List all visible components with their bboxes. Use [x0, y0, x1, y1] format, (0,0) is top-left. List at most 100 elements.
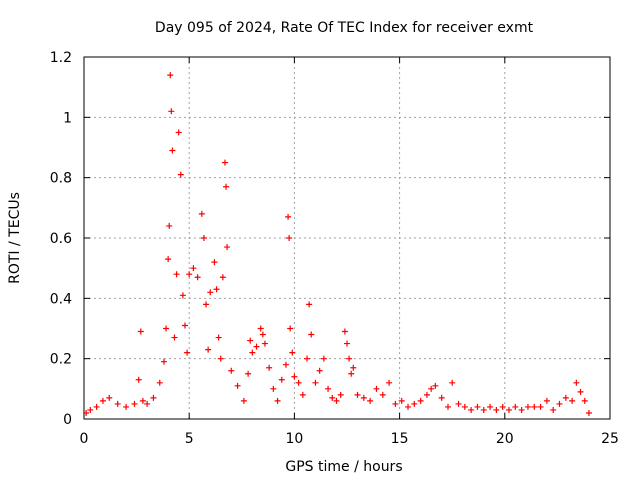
- data-point: [304, 355, 311, 362]
- data-point: [308, 331, 315, 338]
- data-point: [543, 397, 550, 404]
- data-point: [291, 373, 298, 380]
- data-point: [144, 400, 151, 407]
- data-point: [438, 394, 445, 401]
- data-point: [423, 391, 430, 398]
- x-tick-label: 20: [496, 431, 514, 447]
- data-point: [398, 397, 405, 404]
- x-tick-label: 0: [80, 431, 89, 447]
- data-point: [278, 376, 285, 383]
- y-tick-label: 0.2: [50, 352, 72, 368]
- data-point: [198, 210, 205, 217]
- data-point: [253, 343, 260, 350]
- data-point: [259, 331, 266, 338]
- data-point: [282, 361, 289, 368]
- data-point: [392, 400, 399, 407]
- data-point: [215, 334, 222, 341]
- data-point: [168, 108, 175, 115]
- data-point: [200, 235, 207, 241]
- data-point: [261, 340, 268, 347]
- data-point: [493, 406, 500, 413]
- data-point: [354, 391, 361, 398]
- data-point: [581, 397, 588, 404]
- data-point: [461, 403, 468, 410]
- data-point: [247, 337, 254, 344]
- data-point: [499, 403, 506, 410]
- y-tick-label: 0.4: [50, 291, 72, 307]
- data-point: [337, 391, 344, 398]
- x-tick-label: 5: [185, 431, 194, 447]
- x-tick-label: 10: [285, 431, 303, 447]
- data-point: [257, 325, 264, 332]
- data-point: [379, 391, 386, 398]
- data-points: [83, 72, 592, 416]
- y-tick-label: 0.6: [50, 231, 72, 247]
- data-point: [171, 334, 178, 341]
- data-point: [87, 406, 94, 413]
- data-point: [163, 325, 170, 332]
- y-axis-label: ROTI / TECUs: [7, 192, 23, 284]
- data-point: [160, 358, 167, 365]
- data-point: [228, 367, 235, 374]
- grid-lines: [84, 57, 610, 419]
- data-point: [270, 385, 277, 392]
- data-point: [211, 259, 218, 266]
- data-point: [249, 349, 256, 356]
- data-point: [373, 385, 380, 392]
- data-point: [213, 286, 220, 293]
- data-point: [320, 355, 327, 362]
- data-point: [285, 213, 292, 220]
- data-point: [179, 292, 186, 299]
- data-point: [333, 397, 340, 404]
- axis-ticks: 0 5 10 15 20 25 0 0.2 0.4 0.6 0.8 1 1.2: [50, 50, 619, 447]
- data-point: [190, 265, 197, 272]
- data-point: [173, 271, 180, 278]
- y-tick-label: 0.8: [50, 171, 72, 187]
- data-point: [295, 379, 302, 386]
- data-point: [286, 235, 293, 241]
- data-point: [468, 406, 475, 413]
- data-point: [562, 394, 569, 401]
- data-point: [449, 379, 456, 386]
- data-point: [480, 406, 487, 413]
- data-point: [537, 403, 544, 410]
- plot-frame: [83, 56, 611, 420]
- data-point: [455, 400, 462, 407]
- data-point: [99, 397, 106, 404]
- data-point: [167, 72, 174, 79]
- data-point: [131, 400, 138, 407]
- data-point: [184, 349, 191, 356]
- data-point: [550, 406, 557, 413]
- data-point: [166, 222, 173, 229]
- data-point: [386, 379, 393, 386]
- data-point: [346, 355, 353, 362]
- data-point: [266, 364, 273, 371]
- data-point: [240, 397, 247, 404]
- data-point: [487, 403, 494, 410]
- data-point: [524, 403, 531, 410]
- data-point: [207, 289, 214, 296]
- data-point: [531, 403, 538, 410]
- data-point: [150, 394, 157, 401]
- x-axis-label: GPS time / hours: [285, 459, 402, 475]
- data-point: [203, 301, 210, 308]
- data-point: [411, 400, 418, 407]
- data-point: [177, 171, 184, 178]
- data-point: [83, 409, 90, 416]
- data-point: [245, 370, 252, 377]
- data-point: [217, 355, 224, 362]
- data-point: [405, 403, 412, 410]
- data-point: [186, 271, 193, 278]
- data-point: [577, 388, 584, 395]
- data-point: [585, 409, 592, 416]
- data-point: [114, 400, 121, 407]
- data-point: [137, 328, 144, 335]
- data-point: [223, 183, 230, 190]
- data-point: [274, 397, 281, 404]
- data-point: [175, 129, 182, 136]
- data-point: [428, 385, 435, 392]
- data-point: [287, 325, 294, 332]
- data-point: [289, 349, 296, 356]
- data-point: [135, 376, 142, 383]
